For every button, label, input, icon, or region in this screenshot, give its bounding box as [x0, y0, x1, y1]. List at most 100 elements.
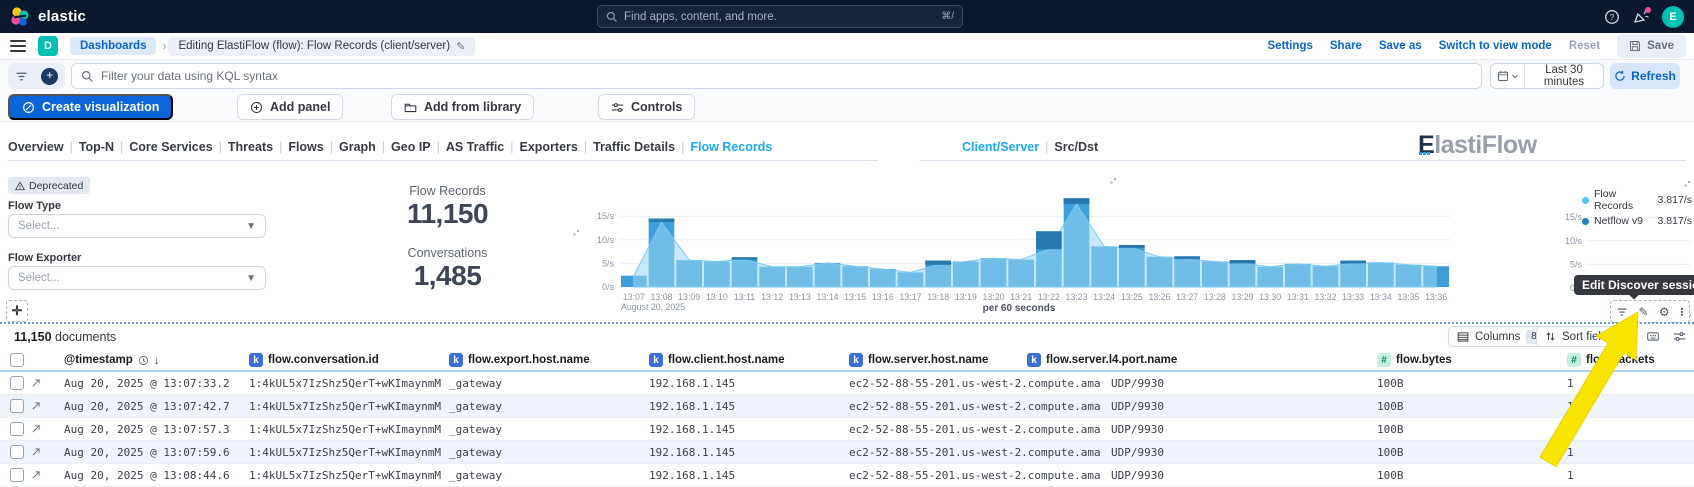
save-icon [1629, 40, 1641, 52]
row-checkbox[interactable] [10, 445, 24, 459]
flow-exporter-select[interactable]: Select...▼ [8, 266, 266, 290]
nav-link-graph[interactable]: Graph [339, 140, 376, 154]
nav-link-threats[interactable]: Threats [228, 140, 273, 154]
kql-search-input[interactable]: Filter your data using KQL syntax [71, 63, 1482, 89]
global-search-input[interactable]: Find apps, content, and more. ⌘/ [597, 5, 963, 28]
add-from-library-button[interactable]: Add from library [391, 94, 534, 120]
add-panel-button[interactable]: Add panel [237, 94, 343, 120]
settings-link[interactable]: Settings [1268, 40, 1313, 52]
svg-text:13:36: 13:36 [1425, 292, 1447, 302]
nav-link-flows[interactable]: Flows [288, 140, 323, 154]
expand-row-icon[interactable] [31, 447, 41, 457]
save-as-link[interactable]: Save as [1379, 40, 1422, 52]
cell-timestamp: Aug 20, 2025 @ 13:07:42.7 [56, 400, 241, 413]
display-options-icon[interactable] [1642, 326, 1664, 347]
sort-desc-icon[interactable]: ↓ [154, 353, 160, 367]
nav-link-flow-records[interactable]: Flow Records [690, 140, 772, 154]
column-header-flow-bytes[interactable]: #flow.bytes [1369, 353, 1559, 367]
menu-icon[interactable] [10, 40, 26, 52]
flow-type-select[interactable]: Select...▼ [8, 214, 266, 238]
share-link[interactable]: Share [1330, 40, 1362, 52]
row-checkbox[interactable] [10, 422, 24, 436]
column-header-flow-packets[interactable]: #flow.packets [1559, 353, 1694, 367]
elastiflow-logo-bars [1419, 152, 1430, 155]
resize-handle-icon[interactable] [573, 229, 580, 236]
nav-link-core-services[interactable]: Core Services [129, 140, 212, 154]
divider [8, 160, 878, 161]
clock-icon [138, 355, 149, 366]
edit-title-icon[interactable]: ✎ [456, 40, 465, 53]
nav-link-overview[interactable]: Overview [8, 140, 64, 154]
reset-link[interactable]: Reset [1569, 40, 1600, 52]
view-tab-client-server[interactable]: Client/Server [962, 140, 1039, 154]
navbar-right-controls: ? E [1604, 0, 1684, 33]
breadcrumb-current[interactable]: Editing ElastiFlow (flow): Flow Records … [168, 37, 475, 56]
svg-text:13:31: 13:31 [1287, 292, 1309, 302]
svg-text:5/s: 5/s [1570, 259, 1583, 269]
panel-hover-toolbar: ✎ ⚙ ⁝ [1610, 300, 1690, 323]
documents-bar: 11,150 documents Columns 8 Sort fields [0, 325, 1694, 350]
expand-row-icon[interactable] [31, 378, 41, 388]
nav-link-traffic-details[interactable]: Traffic Details [593, 140, 675, 154]
news-feed-icon[interactable] [1633, 9, 1649, 25]
save-button[interactable]: Save [1617, 34, 1686, 58]
switch-view-mode-link[interactable]: Switch to view mode [1439, 40, 1552, 52]
time-picker[interactable]: Last 30 minutes [1490, 63, 1604, 89]
resize-handle-icon[interactable] [1684, 180, 1691, 187]
column-header-flow-server-host-name[interactable]: kflow.server.host.name [841, 353, 1019, 367]
expand-row-icon[interactable] [31, 424, 41, 434]
panel-more-icon[interactable]: ⁝ [1680, 305, 1684, 319]
svg-text:?: ? [1610, 12, 1615, 22]
deprecated-badge: Deprecated [8, 177, 90, 194]
row-checkbox[interactable] [10, 399, 24, 413]
nav-link-as-traffic[interactable]: AS Traffic [446, 140, 504, 154]
resize-handle-icon[interactable] [1110, 177, 1117, 184]
create-visualization-button[interactable]: Create visualization [8, 94, 173, 120]
column-header-flow-client-host-name[interactable]: kflow.client.host.name [641, 353, 841, 367]
kql-placeholder: Filter your data using KQL syntax [101, 69, 278, 83]
elastiflow-logo: ElastiFlow [1418, 131, 1537, 160]
user-avatar[interactable]: E [1662, 6, 1684, 28]
add-filter-icon[interactable]: + [41, 68, 58, 85]
column-header-flow-export-host-name[interactable]: kflow.export.host.name [441, 353, 641, 367]
view-tab-src-dst[interactable]: Src/Dst [1054, 140, 1098, 154]
search-documents-icon[interactable] [1616, 326, 1638, 347]
breadcrumb-dashboards[interactable]: Dashboards [70, 37, 156, 55]
expand-row-icon[interactable] [31, 401, 41, 411]
row-checkbox[interactable] [10, 468, 24, 482]
time-range-label[interactable]: Last 30 minutes [1525, 64, 1603, 88]
sort-fields-button[interactable]: Sort fields [1536, 326, 1622, 347]
column-header-flow-conversation-id[interactable]: kflow.conversation.id [241, 353, 441, 367]
select-all-checkbox[interactable] [10, 353, 24, 367]
nav-link-exporters[interactable]: Exporters [520, 140, 578, 154]
filter-menu-icon[interactable] [15, 70, 28, 83]
refresh-button[interactable]: Refresh [1610, 63, 1680, 89]
expand-row-icon[interactable] [31, 470, 41, 480]
help-icon[interactable]: ? [1604, 9, 1620, 25]
cell-packets: 1 [1559, 377, 1694, 390]
nav-link-geo-ip[interactable]: Geo IP [391, 140, 431, 154]
column-header--timestamp[interactable]: @timestamp↓ [56, 353, 241, 367]
edit-panel-icon[interactable]: ✎ [1638, 305, 1648, 319]
svg-text:13:22: 13:22 [1038, 292, 1060, 302]
cell-packets: 1 [1559, 400, 1694, 413]
space-badge[interactable]: D [38, 36, 58, 56]
separator: | [219, 140, 222, 154]
table-row: Aug 20, 2025 @ 13:08:44.61:4kUL5x7IzShz5… [0, 464, 1694, 487]
cell-server-host: ec2-52-88-55-201.us-west-2.compute.ama [841, 377, 1019, 390]
filter-icon[interactable] [1616, 306, 1628, 318]
cell-client-host: 192.168.1.145 [641, 446, 841, 459]
legend-item-flow-records[interactable]: Flow Records3.817/s [1582, 188, 1692, 212]
column-header-flow-server-l4-port-name[interactable]: kflow.server.l4.port.name [1019, 353, 1369, 367]
panel-settings-icon[interactable]: ⚙ [1659, 305, 1670, 319]
documents-table: @timestamp↓kflow.conversation.idkflow.ex… [0, 350, 1694, 487]
elastic-brand[interactable]: elastic [10, 6, 86, 28]
controls-button[interactable]: Controls [598, 94, 695, 120]
nav-link-top-n[interactable]: Top-N [79, 140, 114, 154]
calendar-icon[interactable] [1491, 64, 1525, 88]
row-settings-icon[interactable] [1668, 326, 1690, 347]
search-shortcut: ⌘/ [941, 11, 954, 22]
panel-drag-handle[interactable]: ✛ [6, 300, 28, 322]
row-checkbox[interactable] [10, 376, 24, 390]
legend-item-netflow-v9[interactable]: Netflow v93.817/s [1582, 215, 1692, 227]
